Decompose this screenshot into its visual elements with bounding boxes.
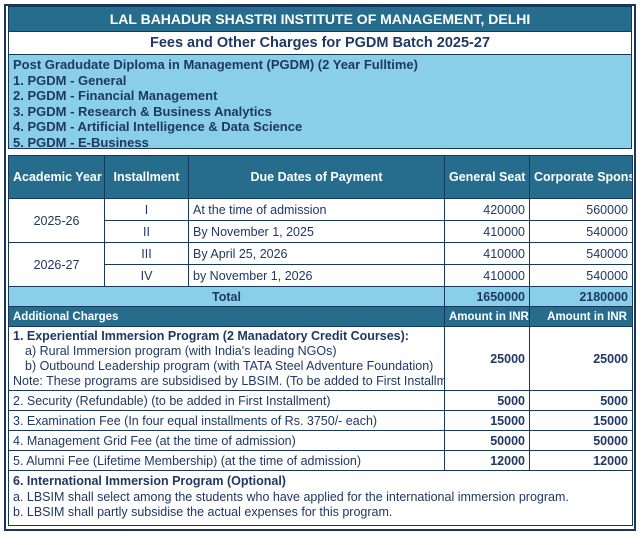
installment-cell: II (104, 220, 189, 243)
charge-item-description: 1. Experiential Immersion Program (2 Man… (8, 326, 445, 391)
document-subtitle: Fees and Other Charges for PGDM Batch 20… (8, 31, 632, 55)
due-date-cell: by November 1, 2026 (188, 264, 445, 287)
general-seat-amount: 420000 (444, 198, 530, 221)
corporate-seat-amount: 540000 (529, 264, 633, 287)
charge-corporate-amount: 15000 (529, 410, 633, 431)
total-general-amount: 1650000 (444, 286, 530, 307)
installment-row: IV by November 1, 2026 410000 540000 (9, 264, 633, 287)
spacer (8, 149, 632, 155)
charge-item-description: 4. Management Grid Fee (at the time of a… (8, 430, 445, 451)
column-header-general-seat: General Seat (444, 155, 530, 199)
charge-general-amount: 50000 (444, 430, 530, 451)
total-label: Total (8, 286, 445, 307)
fees-table: Academic Year Installment Due Dates of P… (8, 155, 633, 526)
charge-item-line: b) Outbound Leadership program (with TAT… (25, 358, 434, 373)
program-item: 1. PGDM - General (13, 72, 127, 88)
corporate-seat-amount: 560000 (529, 198, 633, 221)
installment-row: II By November 1, 2025 410000 540000 (9, 220, 633, 243)
due-date-cell: By April 25, 2026 (188, 242, 445, 265)
due-date-cell: By November 1, 2025 (188, 220, 445, 243)
amount-in-inr-header: Amount in INR (444, 306, 530, 327)
installment-cell: III (104, 242, 189, 265)
program-item: 4. PGDM - Artificial Intelligence & Data… (13, 119, 303, 135)
due-date-cell: At the time of admission (188, 198, 445, 221)
installment-row: 2025-26 I At the time of admission 42000… (8, 198, 633, 243)
academic-year-cell: 2026-27 (8, 242, 105, 287)
program-item: 5. PGDM - E-Business (13, 134, 149, 150)
program-item: 2. PGDM - Financial Management (13, 88, 218, 104)
amount-in-inr-header: Amount in INR (529, 306, 633, 327)
program-item: 3. PGDM - Research & Business Analytics (13, 103, 272, 119)
column-header-installment: Installment (104, 155, 189, 199)
fees-table-header-row: Academic Year Installment Due Dates of P… (8, 155, 633, 199)
column-header-due-dates: Due Dates of Payment (188, 155, 445, 199)
charge-item-description: 3. Examination Fee (In four equal instal… (8, 410, 445, 431)
international-program-line: b. LBSIM shall partly subsidise the actu… (13, 505, 393, 519)
charge-general-amount: 5000 (444, 390, 530, 411)
charge-item-line: Note: These programs are subsidised by L… (13, 373, 445, 388)
charge-corporate-amount: 5000 (529, 390, 633, 411)
charge-corporate-amount: 25000 (529, 326, 633, 391)
charge-item-row: 2. Security (Refundable) (to be added in… (8, 390, 633, 411)
column-header-corporate-seat: Corporate Sponsored Seat (529, 155, 633, 199)
corporate-seat-amount: 540000 (529, 220, 633, 243)
corporate-seat-amount: 540000 (529, 242, 633, 265)
general-seat-amount: 410000 (444, 242, 530, 265)
charge-item-description: 5. Alumni Fee (Lifetime Membership) (at … (8, 450, 445, 471)
academic-year-cell: 2025-26 (8, 198, 105, 243)
charge-item-row: 4. Management Grid Fee (at the time of a… (8, 430, 633, 451)
installment-cell: IV (104, 264, 189, 287)
general-seat-amount: 410000 (444, 220, 530, 243)
charge-general-amount: 25000 (444, 326, 530, 391)
program-list: Post Gradudate Diploma in Management (PG… (8, 54, 632, 150)
charge-item-description: 2. Security (Refundable) (to be added in… (8, 390, 445, 411)
international-program-row: 6. International Immersion Program (Opti… (8, 470, 633, 526)
international-program-description: 6. International Immersion Program (Opti… (8, 470, 633, 526)
charge-item-row: 1. Experiential Immersion Program (2 Man… (8, 326, 633, 391)
charge-item-line: a) Rural Immersion program (with India's… (25, 343, 337, 358)
fees-document: LAL BAHADUR SHASTRI INSTITUTE OF MANAGEM… (4, 4, 636, 531)
total-corporate-amount: 2180000 (529, 286, 633, 307)
charge-item-row: 3. Examination Fee (In four equal instal… (8, 410, 633, 431)
international-program-line: a. LBSIM shall select among the students… (13, 489, 569, 504)
institute-title: LAL BAHADUR SHASTRI INSTITUTE OF MANAGEM… (8, 6, 632, 32)
charge-item-row: 5. Alumni Fee (Lifetime Membership) (at … (8, 450, 633, 471)
general-seat-amount: 410000 (444, 264, 530, 287)
additional-charges-title: Additional Charges (8, 306, 445, 327)
installment-cell: I (104, 198, 189, 221)
program-list-heading: Post Gradudate Diploma in Management (PG… (13, 57, 418, 72)
charge-corporate-amount: 12000 (529, 450, 633, 471)
installment-row: 2026-27 III By April 25, 2026 410000 540… (8, 242, 633, 287)
charge-corporate-amount: 50000 (529, 430, 633, 451)
charge-general-amount: 15000 (444, 410, 530, 431)
charge-general-amount: 12000 (444, 450, 530, 471)
international-program-title: 6. International Immersion Program (Opti… (13, 474, 286, 488)
charge-item-line: 1. Experiential Immersion Program (2 Man… (13, 328, 409, 343)
column-header-academic-year: Academic Year (8, 155, 105, 199)
additional-charges-header-row: Additional Charges Amount in INR Amount … (8, 306, 633, 327)
total-row: Total 1650000 2180000 (8, 286, 633, 307)
